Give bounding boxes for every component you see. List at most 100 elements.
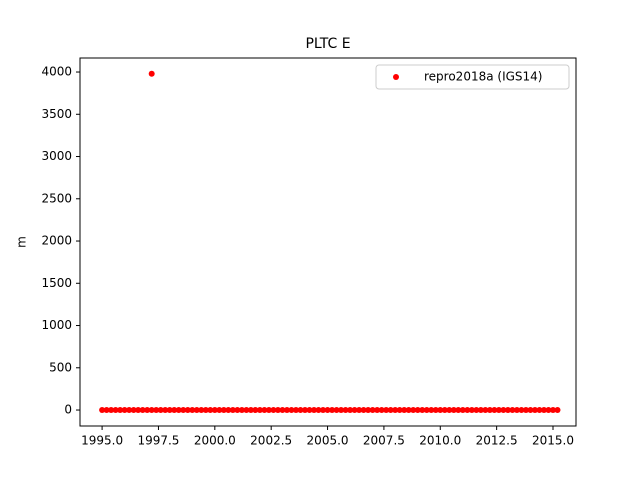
point [144,407,151,414]
point [220,407,227,414]
point [423,407,430,414]
point [504,407,511,414]
y-tick-label: 0 [64,403,72,417]
point [554,407,561,414]
point [153,407,160,414]
point [166,407,173,414]
point [473,407,480,414]
point [329,407,336,414]
point [207,407,214,414]
y-axis-label: m [15,236,29,248]
point [338,407,345,414]
point [292,407,299,414]
point [126,407,133,414]
y-tick-label: 2500 [41,191,72,205]
point [365,407,372,414]
point [383,407,390,414]
point [252,407,259,414]
point [500,407,507,414]
point [247,407,254,414]
point [315,407,322,414]
point [387,407,394,414]
point [482,407,489,414]
point [486,407,493,414]
point [189,407,196,414]
point [211,407,218,414]
point [108,407,115,414]
x-tick-label: 2000.0 [194,434,236,448]
point [148,70,155,77]
x-tick-label: 2010.0 [419,434,461,448]
point [450,407,457,414]
point [171,407,178,414]
x-tick-label: 1995.0 [81,434,123,448]
point [306,407,313,414]
point [531,407,538,414]
legend-box [375,64,570,90]
point [441,407,448,414]
point [225,407,232,414]
y-tick-label: 3500 [41,107,72,121]
point [378,407,385,414]
point [459,407,466,414]
point [311,407,318,414]
point [550,407,557,414]
x-tick-label: 1997.5 [137,434,179,448]
point [135,407,142,414]
point [347,407,354,414]
point [184,407,191,414]
legend-marker [393,74,399,80]
point [320,407,327,414]
point [288,407,295,414]
point [419,407,426,414]
point [513,407,520,414]
legend-label: repro2018a (IGS14) [424,70,542,84]
y-tick-label: 2000 [41,234,72,248]
point [229,407,236,414]
point [446,407,453,414]
y-tick-label: 4000 [41,65,72,79]
y-tick-label: 500 [49,360,72,374]
point [193,407,200,414]
point [414,407,421,414]
point [432,407,439,414]
point [148,407,155,414]
point [536,407,543,414]
x-tick-label: 2005.0 [307,434,349,448]
plot-frame [79,57,577,427]
point [256,407,263,414]
point [121,407,128,414]
x-tick-label: 2015.0 [532,434,574,448]
point [130,407,137,414]
point [437,407,444,414]
point [351,407,358,414]
chart-title: PLTC E [305,36,350,52]
point [468,407,475,414]
point [522,407,529,414]
point [99,407,106,414]
point [238,407,245,414]
point [333,407,340,414]
x-tick-label: 2002.5 [250,434,292,448]
point [139,407,146,414]
point [396,407,403,414]
point [117,407,124,414]
point [477,407,484,414]
point [216,407,223,414]
x-tick-label: 2007.5 [363,434,405,448]
point [270,407,277,414]
point [356,407,363,414]
point [540,407,547,414]
point [491,407,498,414]
point [410,407,417,414]
point [509,407,516,414]
point [464,407,471,414]
point [405,407,412,414]
point [428,407,435,414]
point [297,407,304,414]
point [374,407,381,414]
point [180,407,187,414]
point [243,407,250,414]
point [103,407,110,414]
